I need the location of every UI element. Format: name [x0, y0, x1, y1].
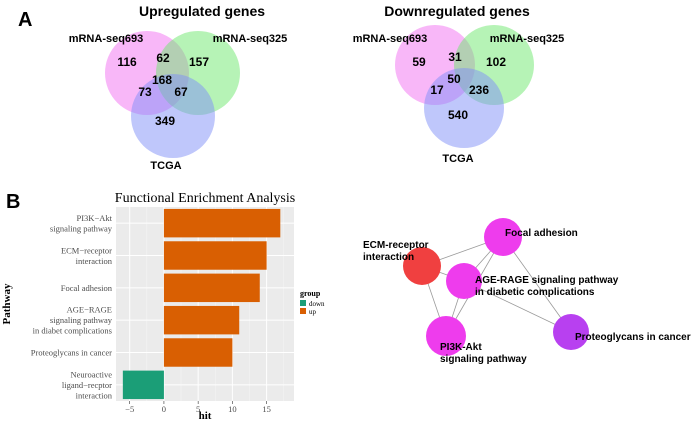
chart-y-axis-label: Pathway — [1, 283, 13, 324]
y-tick-label-3: AGE−RAGE signaling pathway in diabet compl… — [33, 305, 113, 336]
venn-down-v23: 236 — [469, 83, 489, 97]
node-age-label: AGE-RAGE signaling pathway in diabetic co… — [475, 275, 619, 298]
x-tick-label: 10 — [228, 404, 237, 414]
x-tick-label: 5 — [196, 404, 200, 414]
y-tick-label-2: Focal adhesion — [61, 283, 113, 293]
chart-x-tick-labels: −5 0 5 10 15 — [125, 401, 271, 414]
chart-plot-background — [116, 207, 294, 401]
chart-y-tick-labels: PI3K−Akt signaling pathway ECM−receptor int… — [31, 213, 113, 400]
bar-2 — [163, 273, 260, 303]
enrichment-chart: Functional Enrichment Analysis PI3K−Akt s… — [1, 191, 325, 422]
venn-upregulated: Upregulated genes mRNA-seq693 mRNA-seq32… — [69, 3, 288, 172]
venn-up-v123: 168 — [152, 73, 172, 87]
bar-5 — [122, 370, 164, 400]
y-tick-label-1: ECM−receptor interaction — [61, 245, 113, 266]
venn-down-only2: 102 — [486, 55, 506, 69]
venn-down-v12: 31 — [448, 50, 462, 64]
panel-b-label: B — [6, 191, 20, 213]
venn-up-v12: 62 — [156, 51, 170, 65]
node-focal — [484, 218, 522, 256]
venn-up-only2: 157 — [189, 55, 209, 69]
edge-age-proteo — [463, 280, 572, 333]
venn-up-title: Upregulated genes — [139, 3, 265, 19]
venn-up-v13: 73 — [138, 85, 152, 99]
venn-up-only1: 116 — [117, 55, 137, 69]
venn-up-circle-set3 — [131, 74, 215, 158]
node-proteo — [553, 314, 589, 350]
x-tick-label: −5 — [125, 404, 134, 414]
venn-down-v123: 50 — [447, 72, 461, 86]
venn-down-set2-label: mRNA-seq325 — [490, 33, 565, 45]
chart-bars — [122, 208, 281, 400]
legend-title: group — [300, 289, 321, 298]
panel-a-label: A — [18, 9, 32, 31]
node-ecm-label: ECM-receptor interaction — [363, 240, 429, 263]
legend-label-up: up — [309, 308, 317, 316]
venn-up-v23: 67 — [174, 85, 188, 99]
bar-4 — [163, 338, 233, 367]
bar-0 — [163, 208, 281, 238]
y-tick-label-5: Neuroactive ligand−recptor interaction — [62, 369, 113, 400]
x-tick-label: 0 — [162, 404, 166, 414]
legend-swatch-down — [300, 300, 306, 306]
bar-1 — [163, 241, 267, 270]
node-proteo-label: Proteoglycans in cancer — [575, 332, 691, 343]
node-pi3k-label: PI3K-Akt signaling pathway — [440, 342, 527, 365]
venn-downregulated: Downregulated genes mRNA-seq693 mRNA-seq… — [353, 3, 565, 165]
venn-down-title: Downregulated genes — [384, 3, 530, 19]
edge-focal-proteo — [502, 236, 572, 333]
venn-down-only1: 59 — [412, 55, 426, 69]
legend-label-down: down — [309, 300, 325, 308]
venn-down-only3: 540 — [448, 108, 468, 122]
bar-3 — [163, 305, 240, 335]
chart-x-axis-label: hit — [199, 410, 212, 422]
y-tick-label-4: Proteoglycans in cancer — [31, 348, 112, 358]
node-focal-label: Focal adhesion — [505, 228, 578, 239]
venn-up-only3: 349 — [155, 114, 175, 128]
chart-legend: group down up — [300, 289, 325, 316]
node-ecm — [403, 247, 441, 285]
pathway-network: ECM-receptor interaction Focal adhesion A… — [363, 218, 691, 365]
node-age — [446, 263, 482, 299]
venn-up-set3-label: TCGA — [150, 160, 181, 172]
y-tick-label-0: PI3K−Akt signaling pathway — [50, 213, 113, 234]
node-pi3k — [426, 316, 466, 356]
venn-down-set3-label: TCGA — [442, 153, 473, 165]
venn-down-circle-set3 — [424, 68, 504, 148]
venn-up-set2-label: mRNA-seq325 — [213, 33, 288, 45]
x-tick-label: 15 — [262, 404, 271, 414]
legend-swatch-up — [300, 308, 306, 314]
venn-down-v13: 17 — [430, 83, 444, 97]
venn-down-set1-label: mRNA-seq693 — [353, 33, 428, 45]
venn-up-set1-label: mRNA-seq693 — [69, 33, 144, 45]
chart-title: Functional Enrichment Analysis — [115, 191, 295, 206]
